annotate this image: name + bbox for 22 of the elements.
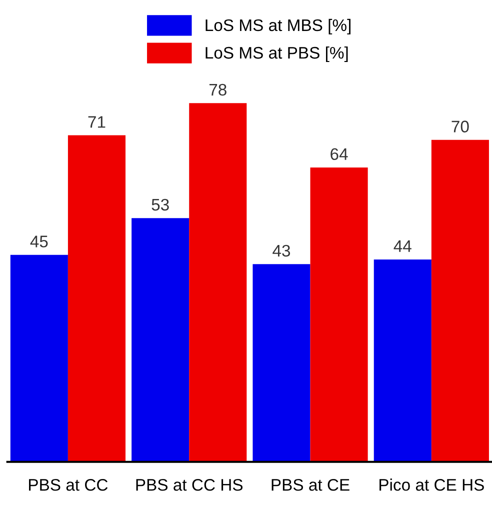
bar	[10, 254, 68, 462]
x-tick-label: PBS at CE	[272, 478, 350, 491]
bar	[189, 103, 247, 462]
data-label: 53	[152, 198, 169, 211]
data-label: 71	[88, 116, 106, 128]
legend-label: LoS MS at PBS [%]	[206, 46, 348, 62]
data-label: 45	[30, 236, 48, 248]
x-tick-label: Pico at CE HS	[380, 478, 484, 491]
x-tick-label: PBS at CC	[29, 478, 108, 491]
bar	[431, 140, 489, 462]
bar	[310, 168, 368, 462]
data-label: 70	[452, 120, 469, 132]
x-tick-label: PBS at CC HS	[136, 478, 243, 491]
bar	[132, 218, 190, 462]
data-label: 78	[209, 84, 226, 96]
bar	[68, 135, 126, 462]
bar	[252, 264, 310, 462]
bar	[374, 260, 432, 462]
data-label: 43	[272, 244, 290, 257]
data-label: 64	[330, 148, 348, 160]
data-label: 44	[394, 240, 412, 252]
legend-label: LoS MS at MBS [%]	[206, 18, 350, 34]
